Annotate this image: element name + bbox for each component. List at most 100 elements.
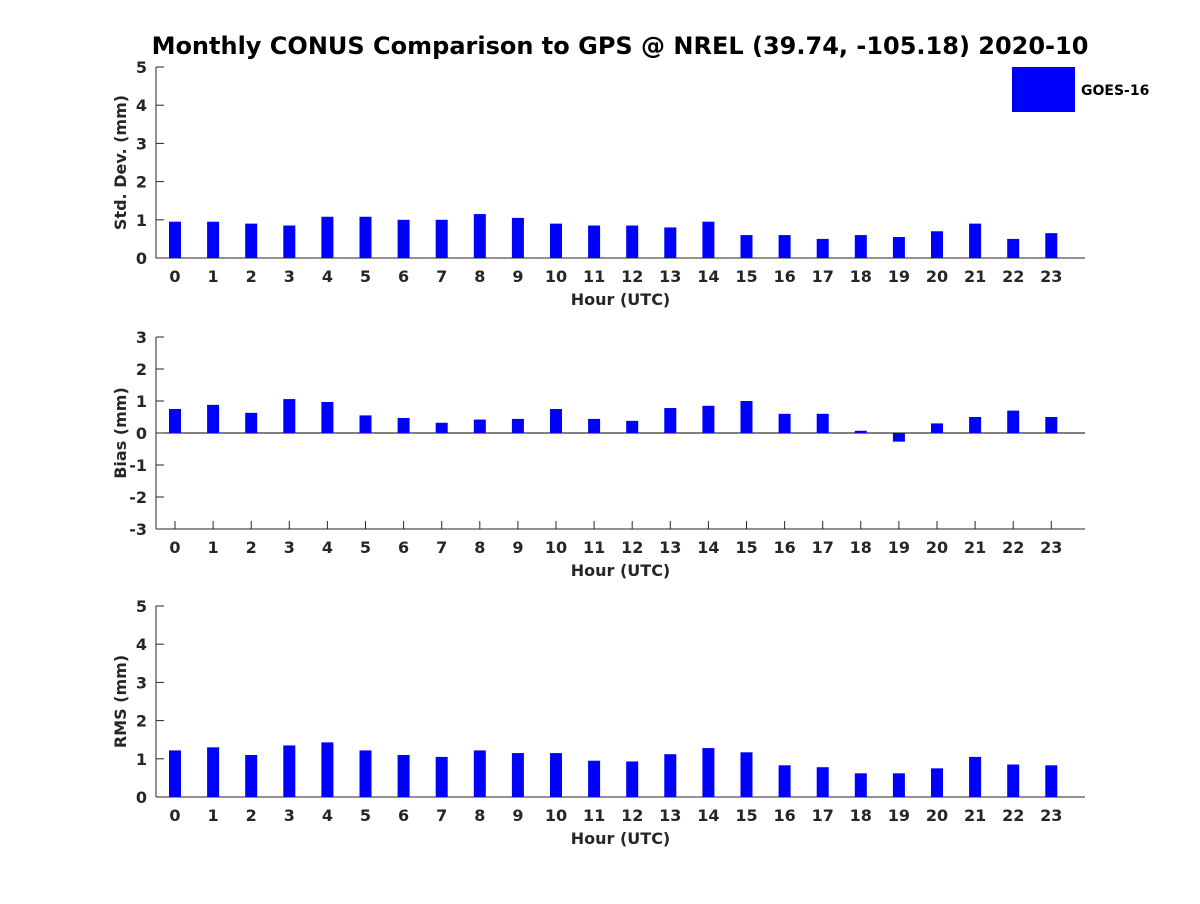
- x-tick-label: 9: [512, 806, 523, 825]
- bar: [1045, 417, 1058, 433]
- bar: [169, 409, 181, 433]
- y-tick-label: 3: [136, 673, 147, 692]
- bar: [778, 235, 791, 258]
- bar: [207, 747, 220, 797]
- x-tick-label: 6: [398, 806, 409, 825]
- x-tick-label: 20: [926, 267, 948, 286]
- x-tick-label: 23: [1040, 538, 1062, 557]
- x-tick-label: 17: [812, 538, 834, 557]
- x-tick-label: 5: [360, 538, 371, 557]
- x-tick-label: 7: [436, 267, 447, 286]
- bar: [969, 417, 982, 433]
- bar: [1007, 238, 1020, 258]
- x-tick-label: 14: [697, 267, 719, 286]
- bar: [359, 216, 372, 258]
- x-tick-label: 15: [735, 538, 757, 557]
- bar: [207, 221, 220, 258]
- bar: [931, 768, 943, 797]
- bar: [511, 753, 524, 797]
- x-tick-label: 7: [436, 806, 447, 825]
- x-tick-label: 22: [1002, 538, 1024, 557]
- x-tick-label: 6: [398, 538, 409, 557]
- x-tick-label: 16: [773, 806, 795, 825]
- x-tick-label: 2: [246, 538, 257, 557]
- y-tick-label: 0: [136, 788, 147, 807]
- y-tick-label: 0: [136, 424, 147, 443]
- x-axis-label: Hour (UTC): [571, 829, 671, 848]
- x-tick-label: 2: [246, 267, 257, 286]
- x-tick-label: 4: [322, 806, 333, 825]
- bar: [245, 223, 258, 258]
- y-tick-label: 2: [136, 360, 147, 379]
- bar: [550, 223, 562, 258]
- x-axis-label: Hour (UTC): [571, 561, 671, 580]
- x-tick-label: 13: [659, 806, 681, 825]
- bar: [854, 773, 867, 797]
- bar: [169, 750, 181, 797]
- bar: [969, 223, 982, 258]
- x-axis-label: Hour (UTC): [571, 290, 671, 309]
- x-tick-label: 9: [512, 267, 523, 286]
- bar: [702, 221, 715, 258]
- bar: [359, 415, 372, 433]
- x-tick-label: 4: [322, 267, 333, 286]
- y-tick-label: 2: [136, 712, 147, 731]
- bar: [511, 418, 524, 433]
- bar: [816, 767, 829, 797]
- bar: [702, 405, 715, 433]
- y-tick-label: -2: [129, 488, 147, 507]
- x-tick-label: 13: [659, 538, 681, 557]
- bar: [321, 401, 334, 433]
- x-tick-label: 23: [1040, 806, 1062, 825]
- bar: [397, 219, 410, 258]
- x-tick-label: 3: [284, 267, 295, 286]
- x-tick-label: 22: [1002, 267, 1024, 286]
- x-tick-label: 14: [697, 806, 719, 825]
- legend: GOES-16: [1012, 67, 1149, 112]
- x-tick-label: 8: [474, 267, 485, 286]
- bar: [397, 754, 410, 797]
- x-tick-label: 3: [284, 538, 295, 557]
- y-tick-label: 5: [136, 597, 147, 616]
- bar: [321, 742, 334, 797]
- bar: [931, 231, 943, 258]
- bar: [397, 417, 410, 433]
- x-tick-label: 18: [850, 806, 872, 825]
- y-tick-label: 4: [136, 96, 147, 115]
- x-tick-label: 15: [735, 267, 757, 286]
- x-tick-label: 16: [773, 267, 795, 286]
- x-tick-label: 11: [583, 538, 605, 557]
- bar: [740, 401, 753, 433]
- bar: [283, 745, 296, 797]
- bar: [435, 756, 448, 797]
- bar: [1045, 765, 1058, 797]
- bar: [664, 408, 677, 433]
- bar: [588, 225, 601, 258]
- x-tick-label: 22: [1002, 806, 1024, 825]
- bar: [550, 409, 562, 433]
- y-axis-label: RMS (mm): [111, 655, 130, 748]
- x-tick-label: 21: [964, 538, 986, 557]
- x-tick-label: 12: [621, 538, 643, 557]
- x-tick-label: 21: [964, 806, 986, 825]
- x-tick-label: 0: [169, 538, 180, 557]
- x-tick-label: 0: [169, 267, 180, 286]
- bar: [588, 760, 601, 797]
- y-tick-label: 2: [136, 173, 147, 192]
- x-tick-label: 4: [322, 538, 333, 557]
- bar: [283, 399, 296, 433]
- x-tick-label: 6: [398, 267, 409, 286]
- bar: [359, 750, 372, 797]
- x-tick-label: 10: [545, 267, 567, 286]
- bar: [969, 756, 982, 797]
- x-tick-label: 20: [926, 806, 948, 825]
- legend-label: GOES-16: [1081, 83, 1149, 99]
- bar: [626, 225, 639, 258]
- x-tick-label: 12: [621, 267, 643, 286]
- bar: [892, 236, 905, 258]
